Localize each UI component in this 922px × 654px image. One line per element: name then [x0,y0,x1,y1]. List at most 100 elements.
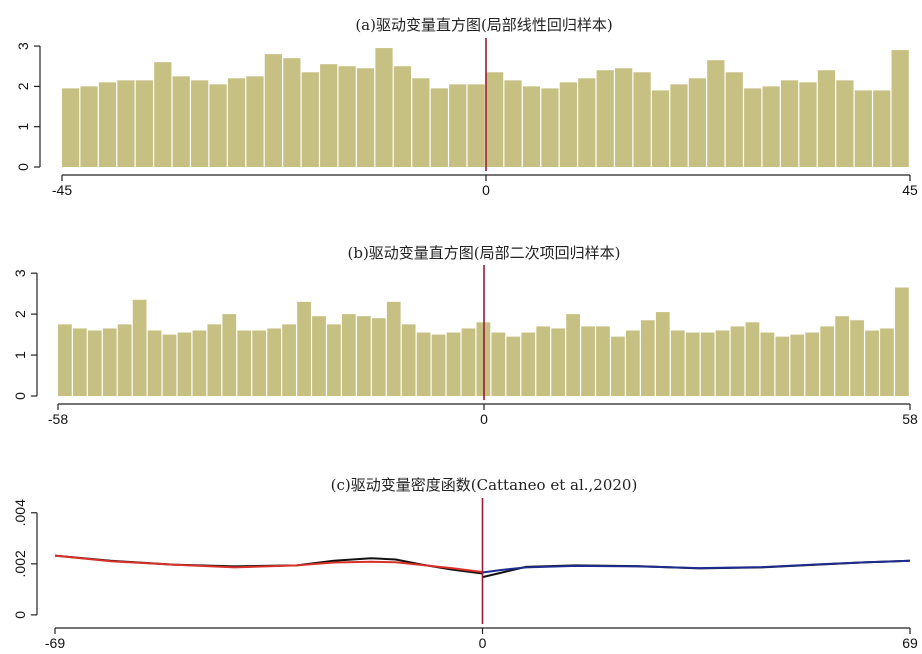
histogram-bar [725,72,743,167]
histogram-bar [264,54,283,167]
histogram-bar [117,80,135,167]
histogram-bar [320,64,338,167]
histogram-bar [162,334,177,396]
histogram-bar [227,78,246,167]
histogram-bar [799,82,817,167]
histogram-bar [191,80,209,167]
histogram-bar [521,332,536,396]
histogram-bar [626,330,640,396]
panel-b: (b)驱动变量直方图(局部二次项回归样本) -58 0 58 0 1 2 3 [12,244,918,427]
histogram-bar [297,301,311,396]
y-tick-label: 2 [15,82,31,90]
histogram-bar [87,330,102,396]
histogram-bar [246,76,264,167]
histogram-bar [596,326,610,396]
histogram-bar [715,330,730,396]
histogram-bar [58,324,72,396]
histogram-bar [252,330,267,396]
histogram-bar [611,336,625,396]
y-tick-label: 1 [15,123,31,131]
x-tick-label: 58 [902,411,918,427]
panel-c: (c)驱动变量密度函数(Cattaneo et al.,2020) -69 0 69 0… [12,476,918,651]
histogram-bar [817,70,836,167]
density-line [54,554,483,573]
y-tick-label: 0 [12,392,28,400]
histogram-bar [865,330,879,396]
histogram-bar [177,332,192,396]
y-tick-label: 3 [12,269,28,277]
histogram-bar [132,299,147,396]
histogram-bar [461,328,476,396]
x-tick-label: 0 [482,182,490,198]
y-tick-label: 3 [15,42,31,50]
x-tick-label: -58 [48,411,68,427]
x-tick-label: 69 [902,635,918,651]
histogram-bar [506,336,521,396]
histogram-bar [356,316,371,396]
histogram-bar [98,82,117,167]
histogram-bar [873,90,891,167]
histogram-bar [117,324,132,396]
histogram-bar [790,334,805,396]
histogram-bar [835,316,850,396]
histogram-bar [375,48,393,167]
histogram-bar [393,66,412,167]
histogram-bar [730,326,745,396]
histogram-bar [237,330,252,396]
histogram-bar [80,86,98,168]
histogram-bar [760,332,775,396]
histogram-bar [172,76,190,167]
histogram-bar [670,330,685,396]
histogram-bar [536,326,551,396]
histogram-bar [430,88,448,167]
histogram-bar [327,324,341,396]
histogram-bar [135,80,153,167]
histogram-bar [312,316,326,396]
histogram-bar [633,72,651,167]
histogram-bar [416,332,431,396]
histogram-bar [371,318,386,396]
chart-title: (a)驱动变量直方图(局部线性回归样本) [355,16,612,34]
histogram-bar [401,324,416,396]
histogram-bar [386,301,401,396]
histogram-bar [449,84,467,167]
histogram-bar [541,88,559,167]
y-tick-label: .002 [12,550,28,577]
histogram-bar [780,80,799,167]
y-tick-label: .004 [12,499,28,526]
histogram-bar [102,328,117,396]
histogram-bar [222,314,237,397]
histogram-bar [651,90,670,167]
x-tick-label: 0 [479,635,487,651]
histogram-bar [338,66,356,167]
histogram-bar [154,62,172,167]
histogram-bar [147,330,162,396]
histogram-bar [615,68,633,167]
histogram-bar [412,78,430,167]
histogram-bar [670,84,688,167]
histogram-bar [581,326,595,396]
histogram-bar [209,84,227,167]
histogram-bar [891,50,909,168]
histogram-bar [895,287,909,396]
histogram-bar [685,332,700,396]
histogram-bar [744,88,762,167]
chart-title: (b)驱动变量直方图(局部二次项回归样本) [347,244,620,262]
histogram-bar [820,326,835,396]
histogram-bar [522,86,541,168]
histogram-bar [342,314,356,397]
histogram-bar [762,86,780,168]
histogram-bar [559,82,577,167]
x-tick-label: -69 [45,635,65,651]
chart-title: (c)驱动变量密度函数(Cattaneo et al.,2020) [331,476,638,494]
histogram-bar [850,320,864,396]
histogram-bar [700,332,715,396]
histogram-bar [431,334,446,396]
histogram-bar [880,328,894,396]
histogram-bar [775,336,790,396]
histogram-bar [467,84,485,167]
y-tick-label: 1 [12,351,28,359]
histogram-bar [566,314,580,397]
histogram-bar [446,332,461,396]
y-tick-label: 0 [15,163,31,171]
